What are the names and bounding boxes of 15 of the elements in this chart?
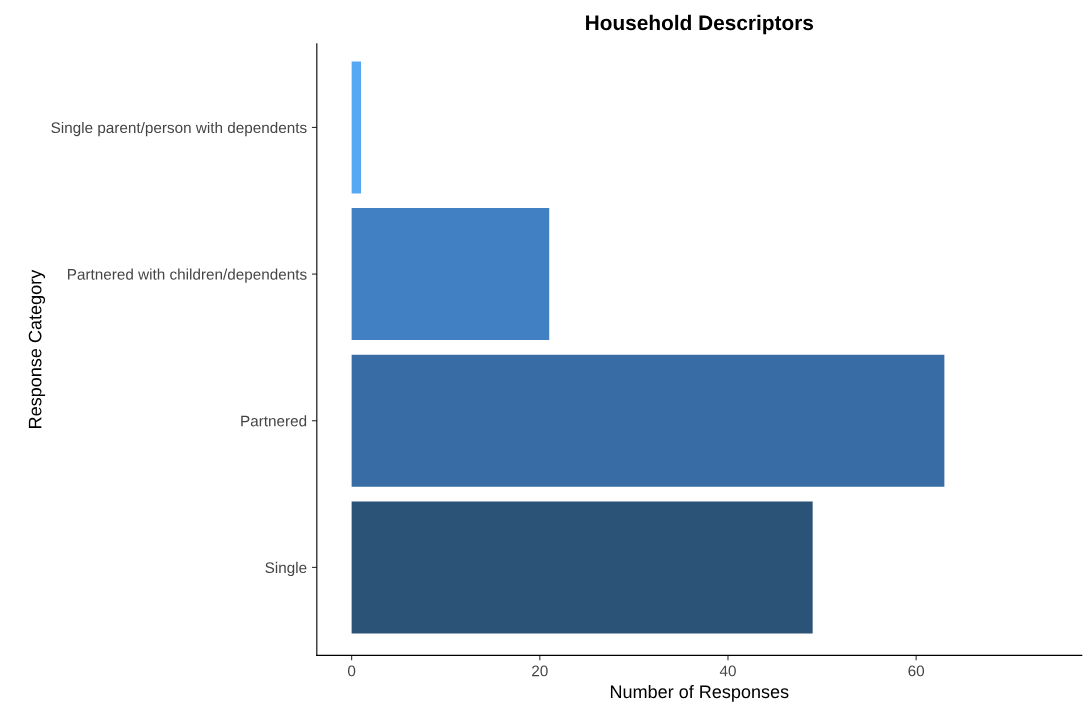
- y-tick-label: Partnered with children/dependents: [68, 268, 307, 283]
- bar: [351, 354, 945, 487]
- x-tick-label: 60: [908, 665, 925, 677]
- bar: [351, 61, 362, 194]
- bar: [351, 208, 550, 341]
- x-tick-label: 40: [719, 665, 736, 677]
- y-tick-label: Partnered: [241, 415, 307, 427]
- chart-title: Household Descriptors: [586, 14, 814, 35]
- x-tick-label: 20: [532, 665, 548, 677]
- y-tick-label: Single parent/person with dependents: [51, 121, 307, 137]
- y-tick-label: Single: [265, 561, 307, 577]
- x-axis-title: Number of Responses: [610, 684, 789, 702]
- bar: [351, 501, 813, 634]
- x-tick-label: 0: [347, 665, 356, 677]
- y-axis-title: Response Category: [28, 269, 46, 428]
